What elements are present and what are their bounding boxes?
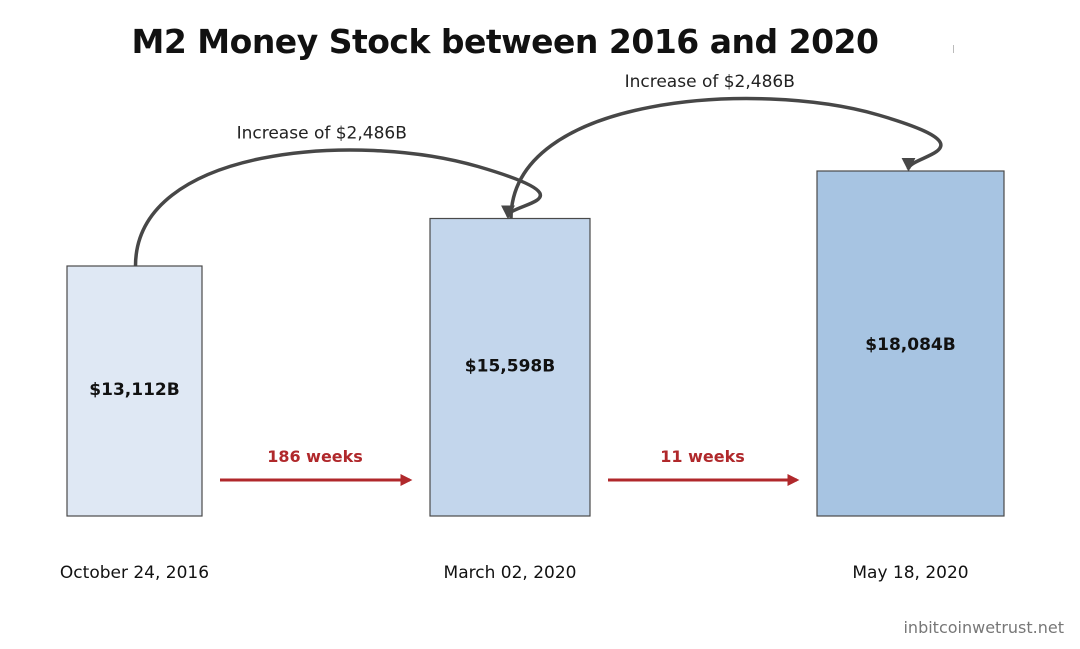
increase-label-2: Increase of $2,486B — [625, 72, 795, 92]
category-label-1: October 24, 2016 — [60, 563, 209, 583]
increase-label-1: Increase of $2,486B — [237, 124, 407, 144]
bar-3 — [816, 170, 1005, 517]
category-label-2: March 02, 2020 — [444, 563, 577, 583]
duration-arrows-group: 186 weeks 11 weeks — [220, 447, 800, 486]
bar-value-label-1: $13,112B — [89, 380, 179, 400]
watermark: inbitcoinwetrust.net — [903, 618, 1064, 637]
chart-title: M2 Money Stock between 2016 and 2020 — [131, 22, 879, 61]
bar-value-label-3: $18,084B — [865, 335, 955, 355]
category-label-3: May 18, 2020 — [852, 563, 968, 583]
bar-1 — [66, 265, 203, 517]
date-labels-group: October 24, 2016 March 02, 2020 May 18, 20… — [60, 563, 969, 583]
value-labels-group: $13,112B $15,598B $18,084B — [89, 335, 955, 400]
bar-2 — [429, 217, 591, 517]
increase-arcs-group: Increase of $2,486B Increase of $2,486B — [133, 72, 943, 267]
increase-arc-2 — [509, 96, 943, 219]
duration-label-2: 11 weeks — [660, 447, 744, 466]
bar-value-label-2: $15,598B — [465, 357, 555, 377]
increase-arc-1 — [133, 148, 542, 267]
bars-group — [66, 170, 1005, 517]
decorative-tick — [953, 45, 954, 53]
duration-label-1: 186 weeks — [267, 447, 363, 466]
